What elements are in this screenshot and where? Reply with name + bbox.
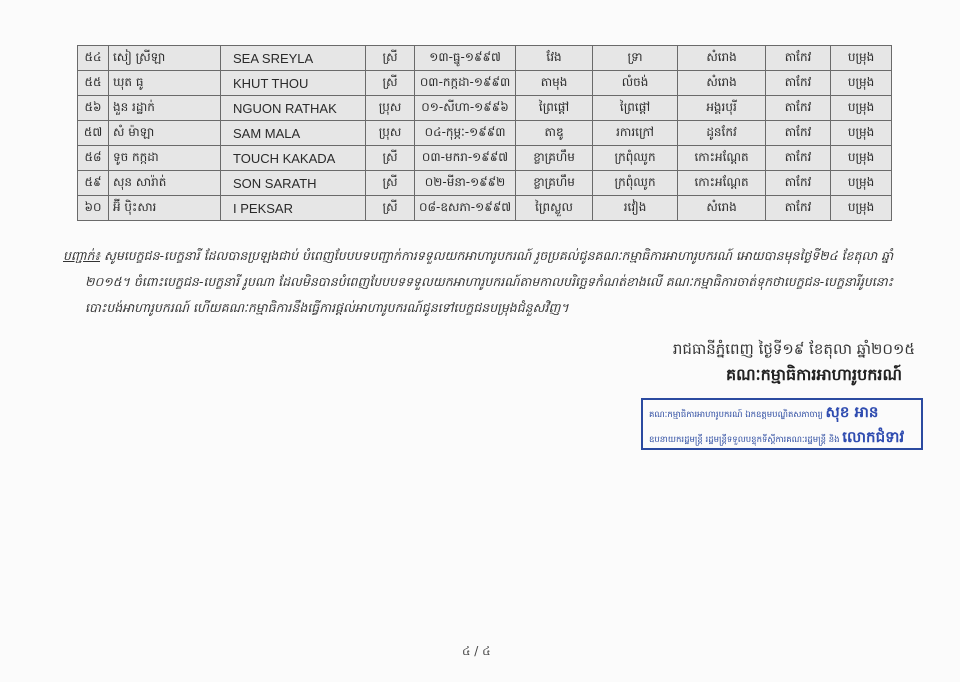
cell-sex: ស្រី (365, 45, 415, 71)
cell-village: ព្រៃស្លួល (515, 195, 594, 221)
cell-name-en: SON SARATH (220, 170, 366, 196)
page-number: ៤ / ៤ (462, 644, 491, 658)
cell-commune: ក្រពុំឈូក (592, 145, 679, 171)
cell-status: បម្រុង (830, 195, 893, 221)
cell-province: តាកែវ (765, 95, 832, 121)
cell-commune: ព្រៃផ្តៅ (592, 95, 679, 121)
cell-sex: ប្រុស (365, 120, 415, 146)
cell-status: បម្រុង (830, 45, 893, 71)
cell-district: កោះអណ្តែត (677, 145, 767, 171)
footnote-label: បញ្ជាក់៖ (63, 248, 100, 263)
cell-status: បម្រុង (830, 145, 893, 171)
cell-dob: ០៨-ឧសភា-១៩៩៧ (413, 195, 517, 221)
cell-name-kh: អ៊ី ប៉ិះសារ (108, 195, 221, 221)
cell-commune: ទ្រា (592, 45, 679, 71)
cell-district: អង្គរបុរី (677, 95, 767, 121)
footnote-line: សូមបេក្ខជន-បេក្ខនារី ដែលបានប្រឡងជាប់ បំព… (103, 248, 894, 263)
table-row: ៥៥ ឃុត ធូ KHUT THOU ស្រី ០៣-កក្កដា-១៩៩៣ តាមុង… (77, 70, 893, 96)
cell-name-kh: ងួន រដ្ឋាក់ (108, 95, 221, 121)
cell-no: ៥៤ (77, 45, 109, 71)
cell-dob: ០១-សីហា-១៩៩៦ (413, 95, 517, 121)
cell-sex: ស្រី (365, 170, 415, 196)
cell-name-kh: សំ ម៉ាឡា (108, 120, 221, 146)
cell-province: តាកែវ (765, 195, 832, 221)
table-row: ៦០ អ៊ី ប៉ិះសារ I PEKSAR ស្រី ០៨-ឧសភា-១៩៩៧ ព្រ… (77, 195, 893, 221)
cell-dob: ០៤-កុម្ភៈ-១៩៩៣ (413, 120, 517, 146)
cell-province: តាកែវ (765, 70, 832, 96)
footnote-line: ២០១៥។ ចំពោះបេក្ខជន-បេក្ខនារី រូបណា ដែលមិ… (85, 274, 894, 289)
place-date: រាជធានីភ្នំពេញ ថ្ងៃទី១៩ ខែតុលា ឆ្នាំ២០១៥ (672, 340, 915, 358)
scholarship-list-table: ៥៤ សៀ ស្រីឡា SEA SREYLA ស្រី ១៣-ធ្នូ-១៩៩៧ វែង… (77, 45, 893, 221)
cell-sex: ស្រី (365, 195, 415, 221)
table-row: ៥៦ ងួន រដ្ឋាក់ NGUON RATHAK ប្រុស ០១-សីហា-១៩… (77, 95, 893, 121)
cell-province: តាកែវ (765, 145, 832, 171)
cell-village: តាឌូ (515, 120, 594, 146)
committee-title: គណៈកម្មាធិការអាហារូបករណ៍ (726, 365, 902, 384)
stamp-name: សុខ អាន (825, 403, 879, 421)
cell-village: ខ្លាគ្រហឹម (515, 145, 594, 171)
stamp-text: ឧបនាយករដ្ឋមន្ត្រី រដ្ឋមន្ត្រីទទួលបន្ទុកទ… (649, 435, 840, 445)
cell-dob: ០៣-កក្កដា-១៩៩៣ (413, 70, 517, 96)
footnote-line: បោះបង់អាហារូបករណ៍ ហើយគណៈកម្មាធិការនឹងធ្វ… (85, 300, 569, 315)
cell-name-en: I PEKSAR (220, 195, 366, 221)
cell-village: ព្រៃផ្តៅ (515, 95, 594, 121)
signature-stamp: គណៈកម្មាធិការអាហារូបករណ៍ ឯកឧត្តមបណ្ឌិតសភ… (641, 398, 923, 450)
stamp-text: គណៈកម្មាធិការអាហារូបករណ៍ ឯកឧត្តមបណ្ឌិតសភ… (649, 410, 823, 420)
cell-name-kh: សុន សារ៉ាត់ (108, 170, 221, 196)
cell-no: ៥៦ (77, 95, 109, 121)
cell-dob: ១៣-ធ្នូ-១៩៩៧ (413, 45, 517, 71)
cell-village: ខ្លាគ្រហឹម (515, 170, 594, 196)
cell-dob: ០៣-មករា-១៩៩៧ (413, 145, 517, 171)
cell-no: ៥៨ (77, 145, 109, 171)
footnote: បញ្ជាក់៖ សូមបេក្ខជន-បេក្ខនារី ដែលបានប្រឡ… (63, 243, 923, 321)
cell-commune: ក្រពុំឈូក (592, 170, 679, 196)
cell-village: វែង (515, 45, 594, 71)
cell-commune: រវៀង (592, 195, 679, 221)
cell-name-kh: ទូច កក្កដា (108, 145, 221, 171)
cell-commune: រការក្រៅ (592, 120, 679, 146)
table-row: ៥៩ សុន សារ៉ាត់ SON SARATH ស្រី ០២-មីនា-១៩៩២ខ… (77, 170, 893, 196)
table-row: ៥៤ សៀ ស្រីឡា SEA SREYLA ស្រី ១៣-ធ្នូ-១៩៩៧ វែង… (77, 45, 893, 71)
cell-no: ៥៧ (77, 120, 109, 146)
cell-district: ដូនកែវ (677, 120, 767, 146)
cell-no: ៥៥ (77, 70, 109, 96)
cell-province: តាកែវ (765, 170, 832, 196)
cell-status: បម្រុង (830, 120, 893, 146)
cell-name-kh: ឃុត ធូ (108, 70, 221, 96)
cell-no: ៦០ (77, 195, 109, 221)
stamp-name: លោកជំទាវ (842, 428, 905, 446)
cell-name-en: TOUCH KAKADA (220, 145, 366, 171)
cell-name-kh: សៀ ស្រីឡា (108, 45, 221, 71)
cell-province: តាកែវ (765, 120, 832, 146)
cell-district: កោះអណ្តែត (677, 170, 767, 196)
cell-dob: ០២-មីនា-១៩៩២ (413, 170, 517, 196)
cell-name-en: SEA SREYLA (220, 45, 366, 71)
cell-province: តាកែវ (765, 45, 832, 71)
cell-commune: លំចង់ (592, 70, 679, 96)
cell-district: សំរោង (677, 45, 767, 71)
cell-name-en: KHUT THOU (220, 70, 366, 96)
cell-sex: ស្រី (365, 145, 415, 171)
cell-no: ៥៩ (77, 170, 109, 196)
table-row: ៥៧ សំ ម៉ាឡា SAM MALA ប្រុស ០៤-កុម្ភៈ-១៩៩៣ តាឌ… (77, 120, 893, 146)
cell-sex: ប្រុស (365, 95, 415, 121)
cell-name-en: SAM MALA (220, 120, 366, 146)
cell-status: បម្រុង (830, 170, 893, 196)
cell-status: បម្រុង (830, 95, 893, 121)
cell-sex: ស្រី (365, 70, 415, 96)
cell-district: សំរោង (677, 70, 767, 96)
cell-village: តាមុង (515, 70, 594, 96)
cell-district: សំរោង (677, 195, 767, 221)
table-row: ៥៨ ទូច កក្កដា TOUCH KAKADA ស្រី ០៣-មករា-១៩៩៧… (77, 145, 893, 171)
cell-name-en: NGUON RATHAK (220, 95, 366, 121)
cell-status: បម្រុង (830, 70, 893, 96)
